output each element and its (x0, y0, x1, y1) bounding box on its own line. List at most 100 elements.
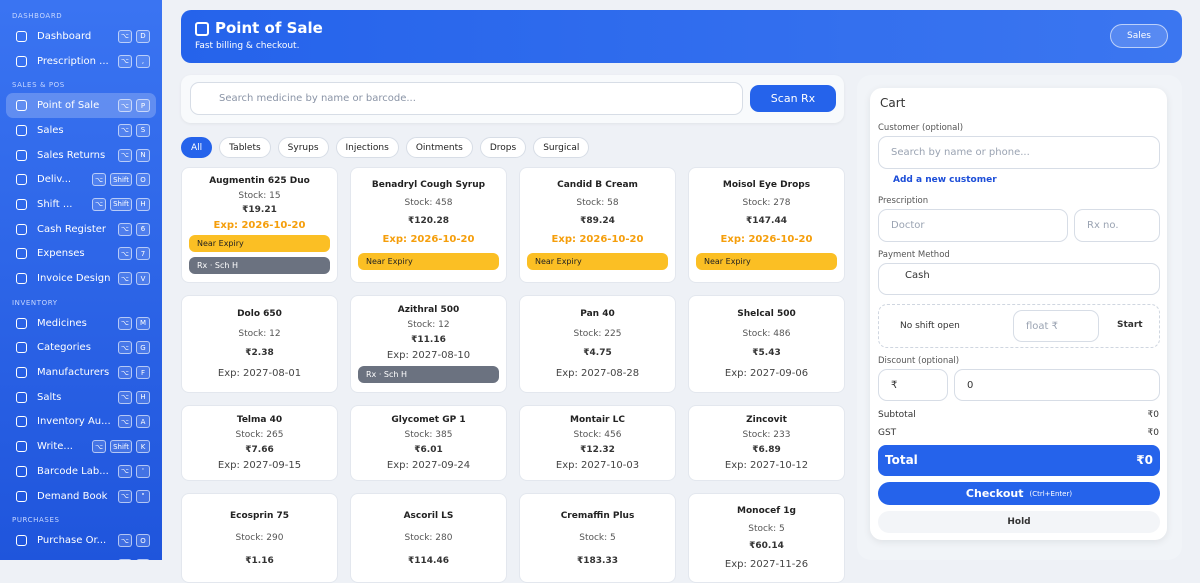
shortcut-key: 7 (136, 247, 150, 260)
cart: Cart Customer (optional) Search by name … (870, 88, 1167, 540)
shortcut-key: 6 (136, 223, 150, 236)
filter-chip[interactable]: Drops (480, 137, 526, 158)
shortcut-key: ⌥ (118, 366, 132, 379)
nav-icon (16, 441, 27, 452)
product-expiry: Exp: 2027-09-06 (725, 368, 808, 379)
product-expiry: Exp: 2027-09-15 (218, 460, 301, 471)
filter-chip[interactable]: Syrups (278, 137, 329, 158)
label: Discount (optional) (878, 356, 959, 366)
product-expiry: Exp: 2027-08-01 (218, 368, 301, 379)
filter-chip[interactable]: Surgical (533, 137, 589, 158)
checkout-button[interactable]: Checkout (Ctrl+Enter) (878, 482, 1160, 505)
product-price: ₹5.43 (752, 348, 780, 358)
float-input[interactable]: float ₹ (1013, 310, 1099, 342)
product-stock: Stock: 278 (743, 198, 791, 208)
product-price: ₹11.16 (411, 335, 446, 345)
product-name: Ecosprin 75 (230, 511, 289, 521)
scan-button[interactable]: Scan Rx (750, 85, 836, 112)
section-title: SALES & POS (12, 81, 150, 89)
section-title: DASHBOARD (12, 12, 150, 20)
nav-icon (16, 31, 27, 42)
nav-item[interactable]: Purchase Or...⌥O (6, 528, 156, 553)
nav-item[interactable]: Expenses⌥7 (6, 242, 156, 267)
nav-item[interactable]: Sales Returns⌥N (6, 143, 156, 168)
payment-select[interactable]: Cash (878, 263, 1160, 295)
filter-chip[interactable]: Injections (336, 137, 399, 158)
nav-item[interactable]: Sales⌥S (6, 118, 156, 143)
nav-item[interactable]: Barcode Lab...⌥' (6, 459, 156, 484)
shortcut-key: V (136, 272, 150, 285)
nav-item[interactable]: Medicines⌥M (6, 311, 156, 336)
product-price: ₹6.89 (752, 445, 780, 455)
product-name: Candid B Cream (557, 180, 638, 190)
nav-item[interactable]: Dashboard⌥D (6, 24, 156, 49)
search-bar: Search medicine by name or barcode... Sc… (181, 75, 844, 123)
product-card[interactable]: Ecosprin 75 Stock: 290 ₹1.16 (181, 493, 338, 583)
total-label: Total (885, 453, 918, 467)
filter-chip[interactable]: Ointments (406, 137, 473, 158)
nav-item[interactable]: Categories⌥G (6, 336, 156, 361)
product-name: Ascoril LS (404, 511, 454, 521)
product-stock: Stock: 385 (405, 430, 453, 440)
nav-icon (16, 56, 27, 67)
rx-input[interactable]: Rx no. (1074, 209, 1160, 242)
nav-item[interactable]: Point of Sale⌥P (6, 93, 156, 118)
sales-button[interactable]: Sales (1110, 24, 1168, 48)
product-expiry: Exp: 2027-11-26 (725, 559, 808, 570)
doctor-input[interactable]: Doctor (878, 209, 1068, 242)
hold-button[interactable]: Hold (878, 511, 1160, 533)
customer-input[interactable]: Search by name or phone... (878, 136, 1160, 169)
nav-icon (16, 342, 27, 353)
shortcut-key: H (136, 198, 150, 211)
product-badge: Near Expiry (527, 253, 668, 270)
total-value: ₹0 (1136, 453, 1153, 467)
nav-item[interactable]: Inventory Au...⌥A (6, 410, 156, 435)
product-price: ₹1.16 (245, 556, 273, 566)
checkout-hint: (Ctrl+Enter) (1029, 490, 1072, 498)
shortcut-key: N (136, 149, 150, 162)
nav-item[interactable]: Prescription ...⌥, (6, 49, 156, 74)
product-price: ₹12.32 (580, 445, 615, 455)
discount-input[interactable]: 0 (954, 369, 1160, 401)
start-button[interactable]: Start (1117, 320, 1143, 330)
nav-item[interactable]: Purchase...⌥? (6, 553, 156, 560)
add-customer[interactable]: Add a new customer (893, 175, 997, 185)
currency[interactable]: ₹ (878, 369, 948, 401)
product-price: ₹114.46 (408, 556, 449, 566)
nav-item[interactable]: Manufacturers⌥F (6, 360, 156, 385)
filter-chip[interactable]: All (181, 137, 212, 158)
product-stock: Stock: 290 (236, 533, 284, 543)
product-name: Zincovit (746, 415, 787, 425)
nav-item[interactable]: Cash Register⌥6 (6, 217, 156, 242)
shortcut-key: ⌥ (118, 124, 132, 137)
shortcut-key: ⌥ (118, 490, 132, 503)
filter-chip[interactable]: Tablets (219, 137, 271, 158)
nav-item[interactable]: Demand Book⌥" (6, 484, 156, 509)
nav-item[interactable]: Salts⌥H (6, 385, 156, 410)
nav-icon (16, 100, 27, 111)
shortcut-key: ⌥ (118, 391, 132, 404)
product-expiry: Exp: 2027-08-10 (387, 350, 470, 361)
search-input[interactable]: Search medicine by name or barcode... (190, 82, 743, 115)
nav-label: Sales Returns (37, 150, 114, 161)
product-expiry: Exp: 2027-10-12 (725, 460, 808, 471)
nav-item[interactable]: Invoice Design⌥V (6, 266, 156, 291)
